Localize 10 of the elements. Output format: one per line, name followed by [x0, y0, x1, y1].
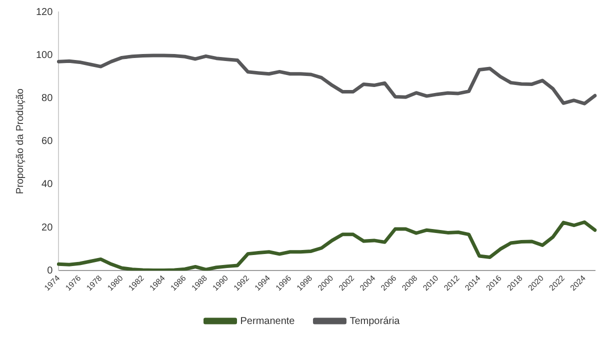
y-tick-label: 60: [42, 136, 54, 148]
y-tick-label: 80: [42, 92, 54, 104]
y-tick-label: 0: [47, 265, 54, 276]
y-tick-label: 20: [42, 222, 54, 234]
y-tick-label: 40: [42, 179, 54, 190]
legend-label: Temporária: [350, 316, 400, 327]
legend-label: Permanente: [240, 316, 296, 327]
y-tick-label: 100: [36, 50, 54, 61]
y-tick-label: 120: [36, 6, 54, 18]
y-axis-title: Proporção da Produção: [14, 88, 26, 194]
